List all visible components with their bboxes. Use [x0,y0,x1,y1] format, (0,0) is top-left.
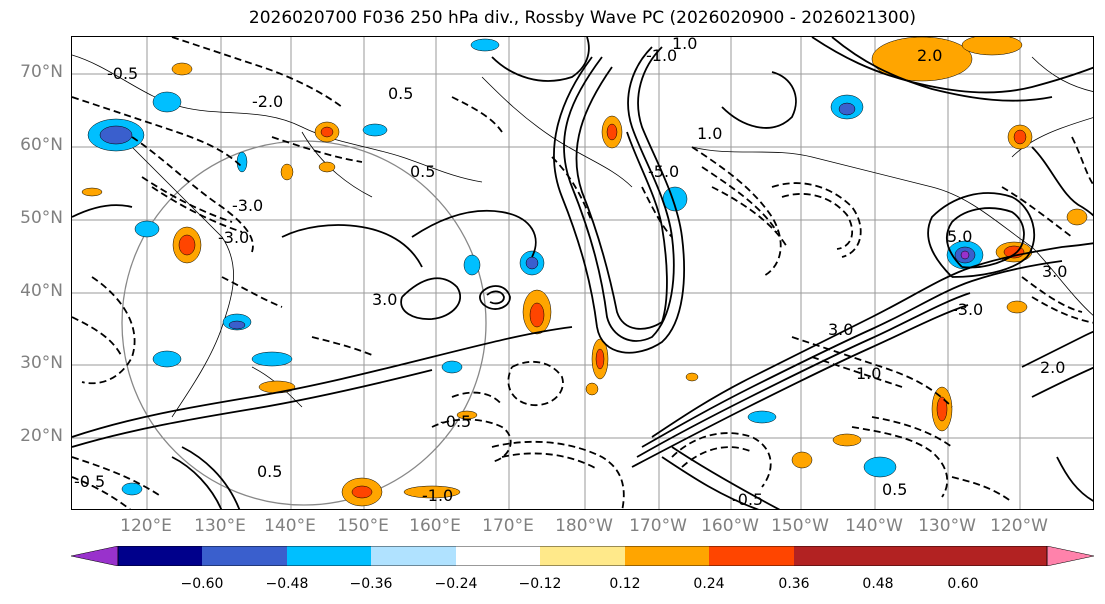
lon-label-130e: 130°E [194,516,246,536]
colorbar-label: 0.36 [778,576,810,592]
solid-contours [72,37,1093,509]
lat-label-30n: 30°N [20,353,63,373]
contour-label: 0.5 [410,162,435,181]
colorbar-label: 0.60 [947,576,979,592]
colorbar-segment [878,546,963,566]
colorbar-label: −0.24 [434,576,478,592]
contour-label: 1.0 [672,37,697,53]
colorbar-label: −0.60 [180,576,224,592]
colorbar-segment [118,546,202,566]
contour-label: 2.0 [917,46,942,65]
colorbar-label: −0.36 [349,576,393,592]
lon-label-180w: 180°W [555,516,613,536]
colorbar-label: 0.24 [693,576,725,592]
colorbar-label: 0.48 [862,576,894,592]
lat-label-40n: 40°N [20,281,63,301]
lat-label-70n: 70°N [20,62,63,82]
colorbar-segment [709,546,794,566]
colorbar-label: −0.48 [265,576,309,592]
map-panel: -0.5 0.5 -1.0 1.0 -3.0 3.0 -2.0 2.0 -5.0… [71,36,1094,510]
contour-label: -5.0 [648,162,679,181]
contour-label: 3.0 [1042,262,1067,281]
contour-label: 0.5 [882,480,907,499]
colorbar-segment [540,546,625,566]
lon-label-140w: 140°W [845,516,903,536]
colorbar-segment [794,546,878,566]
contour-label: -3.0 [952,300,983,319]
region-circle [121,140,487,506]
dashed-contours [72,37,1093,509]
lat-label-60n: 60°N [20,135,63,155]
contour-label: 5.0 [947,227,972,246]
lon-label-150w: 150°W [771,516,829,536]
contour-label: -1.0 [646,46,677,65]
lon-label-140e: 140°E [264,516,316,536]
colorbar-frame [117,546,1048,566]
colorbar-segment [287,546,371,566]
contour-label: -0.5 [107,64,138,83]
contour-label: -2.0 [252,92,283,111]
contour-label: 0.5 [257,462,282,481]
colorbar [71,546,1094,566]
map-title: 2026020700 F036 250 hPa div., Rossby Wav… [248,8,917,28]
lon-label-170e: 170°E [482,516,534,536]
colorbar-segment [963,546,1047,566]
contour-label: 3.0 [372,290,397,309]
colorbar-extend-high [1046,546,1094,566]
contour-label: -0.5 [440,412,471,431]
contour-label: 2.0 [1040,358,1065,377]
colorbar-segment [371,546,456,566]
contour-label: -3.0 [232,196,263,215]
lon-label-120w: 120°W [990,516,1048,536]
colorbar-segment [202,546,287,566]
contour-label: -0.5 [74,472,105,491]
contour-label: 0.5 [388,84,413,103]
lon-label-160e: 160°E [409,516,461,536]
colorbar-segment [456,546,540,566]
lat-label-50n: 50°N [20,208,63,228]
contour-label: 3.0 [828,320,853,339]
colorbar-label: −0.12 [518,576,562,592]
colorbar-segment [625,546,709,566]
contour-labels: -0.5 0.5 -1.0 1.0 -3.0 3.0 -2.0 2.0 -5.0… [74,37,1067,509]
contour-label: 1.0 [856,364,881,383]
lon-label-120e: 120°E [120,516,172,536]
colorbar-label: 0.12 [609,576,641,592]
lat-label-20n: 20°N [20,426,63,446]
lon-label-160w: 160°W [701,516,759,536]
map-canvas: -0.5 0.5 -1.0 1.0 -3.0 3.0 -2.0 2.0 -5.0… [72,37,1093,509]
contour-label: -0.5 [732,490,763,509]
lon-label-150e: 150°E [337,516,389,536]
lon-label-130w: 130°W [918,516,976,536]
lon-label-170w: 170°W [629,516,687,536]
colorbar-extend-low [71,546,119,566]
contour-label: -3.0 [218,228,249,247]
divergence-shading [81,37,1088,507]
contour-label: -1.0 [422,486,453,505]
contour-label: 1.0 [697,124,722,143]
